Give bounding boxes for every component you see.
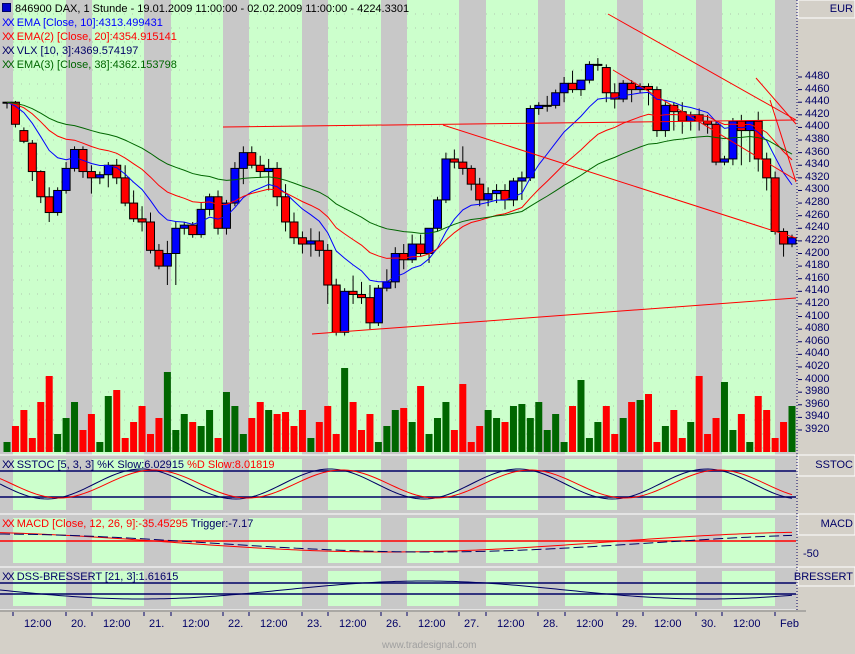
- price-tick-label: 4080: [805, 322, 830, 335]
- time-tick-label: 21.: [149, 618, 165, 630]
- price-tick-label: 4180: [805, 259, 830, 272]
- price-tick-label: 4300: [805, 183, 830, 196]
- time-tick-label: 28.: [543, 618, 559, 630]
- price-tick-label: 4420: [805, 107, 830, 120]
- price-tick-label: 4060: [805, 334, 830, 347]
- macd-panel-title: MACD: [820, 518, 853, 530]
- time-tick-label: 12:00: [497, 618, 525, 630]
- price-tick-label: 4160: [805, 271, 830, 284]
- sstoc-legend[interactable]: XX SSTOC [5, 3, 3] %K Slow:6.02915 %D Slo…: [2, 459, 275, 471]
- time-tick-label: 12:00: [339, 618, 367, 630]
- price-tick-label: 4360: [805, 145, 830, 158]
- vlx-legend[interactable]: XX VLX [10, 3]:4369.574197: [2, 45, 139, 57]
- time-tick-label: 12:00: [103, 618, 131, 630]
- price-tick-label: 4240: [805, 221, 830, 234]
- time-tick-label: 23.: [307, 618, 323, 630]
- ema10-legend[interactable]: XX EMA [Close, 10]:4313.499431: [2, 17, 163, 29]
- price-tick-label: 3960: [805, 397, 830, 410]
- close-indicator-icon[interactable]: XX: [2, 45, 15, 57]
- price-tick-label: 4100: [805, 309, 830, 322]
- price-tick-label: 4000: [805, 372, 830, 385]
- time-tick-label: Feb: [780, 618, 799, 630]
- time-tick-label: 12:00: [418, 618, 446, 630]
- price-tick-label: 4320: [805, 170, 830, 183]
- time-tick-label: 12:00: [260, 618, 288, 630]
- close-indicator-icon[interactable]: XX: [2, 571, 15, 583]
- time-tick-label: 26.: [386, 618, 402, 630]
- price-tick-label: 4480: [805, 70, 830, 82]
- macd-legend[interactable]: XX MACD [Close, 12, 26, 9]:-35.45295 Trig…: [2, 518, 254, 530]
- price-tick-label: 3980: [805, 385, 830, 398]
- time-tick-label: 12:00: [576, 618, 604, 630]
- time-tick-label: 30.: [701, 618, 717, 630]
- close-indicator-icon[interactable]: XX: [2, 17, 15, 29]
- time-tick-label: 12:00: [24, 618, 52, 630]
- close-indicator-icon[interactable]: XX: [2, 59, 15, 71]
- price-tick-label: 4040: [805, 347, 830, 360]
- price-tick-label: 4120: [805, 296, 830, 309]
- price-tick-label: 4400: [805, 120, 830, 133]
- macd-axis-tick: -50: [803, 548, 819, 560]
- watermark: www.tradesignal.com: [382, 640, 477, 651]
- sstoc-panel-title: SSTOC: [815, 459, 853, 471]
- time-tick-label: 20.: [71, 618, 87, 630]
- currency-label: EUR: [829, 3, 853, 15]
- symbol-square-icon: [2, 3, 11, 12]
- price-tick-label: 4020: [805, 359, 830, 372]
- price-tick-label: 4280: [805, 196, 830, 209]
- price-tick-label: 4200: [805, 246, 830, 259]
- time-tick-label: 12:00: [182, 618, 210, 630]
- close-indicator-icon[interactable]: XX: [2, 459, 15, 471]
- time-tick-label: 29.: [622, 618, 638, 630]
- price-tick-label: 4460: [805, 82, 830, 95]
- dss-legend[interactable]: XX DSS-BRESSERT [21, 3]:1.61615: [2, 571, 179, 583]
- time-tick-label: 22.: [228, 618, 244, 630]
- close-indicator-icon[interactable]: XX: [2, 31, 15, 43]
- price-tick-label: 4440: [805, 95, 830, 108]
- price-tick-label: 4220: [805, 233, 830, 246]
- time-tick-label: 12:00: [654, 618, 682, 630]
- close-indicator-icon[interactable]: XX: [2, 518, 15, 530]
- ema20-legend[interactable]: XX EMA(2) [Close, 20]:4354.915141: [2, 31, 177, 43]
- time-tick-label: 27.: [464, 618, 480, 630]
- ema38-legend[interactable]: XX EMA(3) [Close, 38]:4362.153798: [2, 59, 177, 71]
- price-tick-label: 4380: [805, 133, 830, 146]
- price-tick-label: 4140: [805, 284, 830, 297]
- dss-panel-title: BRESSERT: [793, 571, 853, 583]
- price-tick-label: 3920: [805, 423, 830, 435]
- price-tick-label: 3940: [805, 410, 830, 423]
- price-tick-label: 4260: [805, 208, 830, 221]
- symbol-legend: 846900 DAX, 1 Stunde - 19.01.2009 11:00:…: [2, 3, 409, 16]
- price-tick-label: 4340: [805, 158, 830, 171]
- time-tick-label: 12:00: [733, 618, 761, 630]
